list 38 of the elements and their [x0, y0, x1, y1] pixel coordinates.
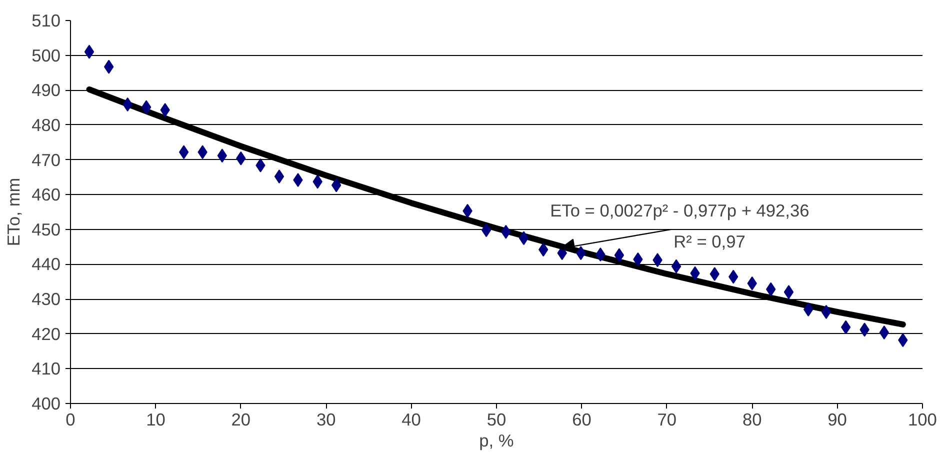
x-tick-label: 30 [316, 410, 336, 430]
point [614, 248, 624, 262]
y-tick-label: 450 [32, 219, 61, 240]
y-tick-label: 460 [32, 184, 61, 205]
x-tick-label: 0 [66, 410, 76, 430]
y-tick-label: 430 [32, 289, 61, 310]
y-tick-label: 480 [32, 114, 61, 135]
y-tick-label: 410 [32, 358, 61, 379]
x-tick-label: 40 [402, 410, 421, 430]
x-tick-label: 60 [572, 410, 592, 430]
point [274, 169, 284, 184]
x-tick-label: 70 [657, 410, 677, 430]
x-tick-label: 10 [146, 410, 166, 430]
point [840, 320, 851, 334]
y-axis-title: ETo, mm [4, 178, 24, 246]
point [784, 285, 794, 300]
point [141, 100, 152, 114]
x-tick-label: 90 [828, 410, 847, 430]
point [84, 44, 94, 59]
y-tick-label: 400 [32, 394, 61, 414]
point [331, 178, 342, 192]
x-axis-title: p, % [479, 430, 514, 450]
point [821, 304, 832, 319]
x-tick-label: 100 [908, 410, 937, 430]
annotation: ETo = 0,0027p² - 0,977p + 492,36 R² = 0,97 [550, 200, 810, 252]
point [671, 259, 682, 274]
y-tick-label: 470 [32, 150, 61, 170]
y-tick-label: 440 [32, 254, 61, 274]
point [481, 223, 492, 238]
y-tick-label: 510 [32, 10, 61, 30]
x-tick-label: 20 [231, 410, 251, 430]
point [178, 145, 189, 160]
x-tick-label: 50 [486, 410, 506, 430]
point [518, 231, 529, 246]
x-tick-label: 80 [742, 410, 762, 430]
y-tick-label: 490 [32, 80, 61, 100]
y-tick-label: 500 [32, 45, 61, 66]
y-tick-label: 420 [32, 324, 61, 344]
